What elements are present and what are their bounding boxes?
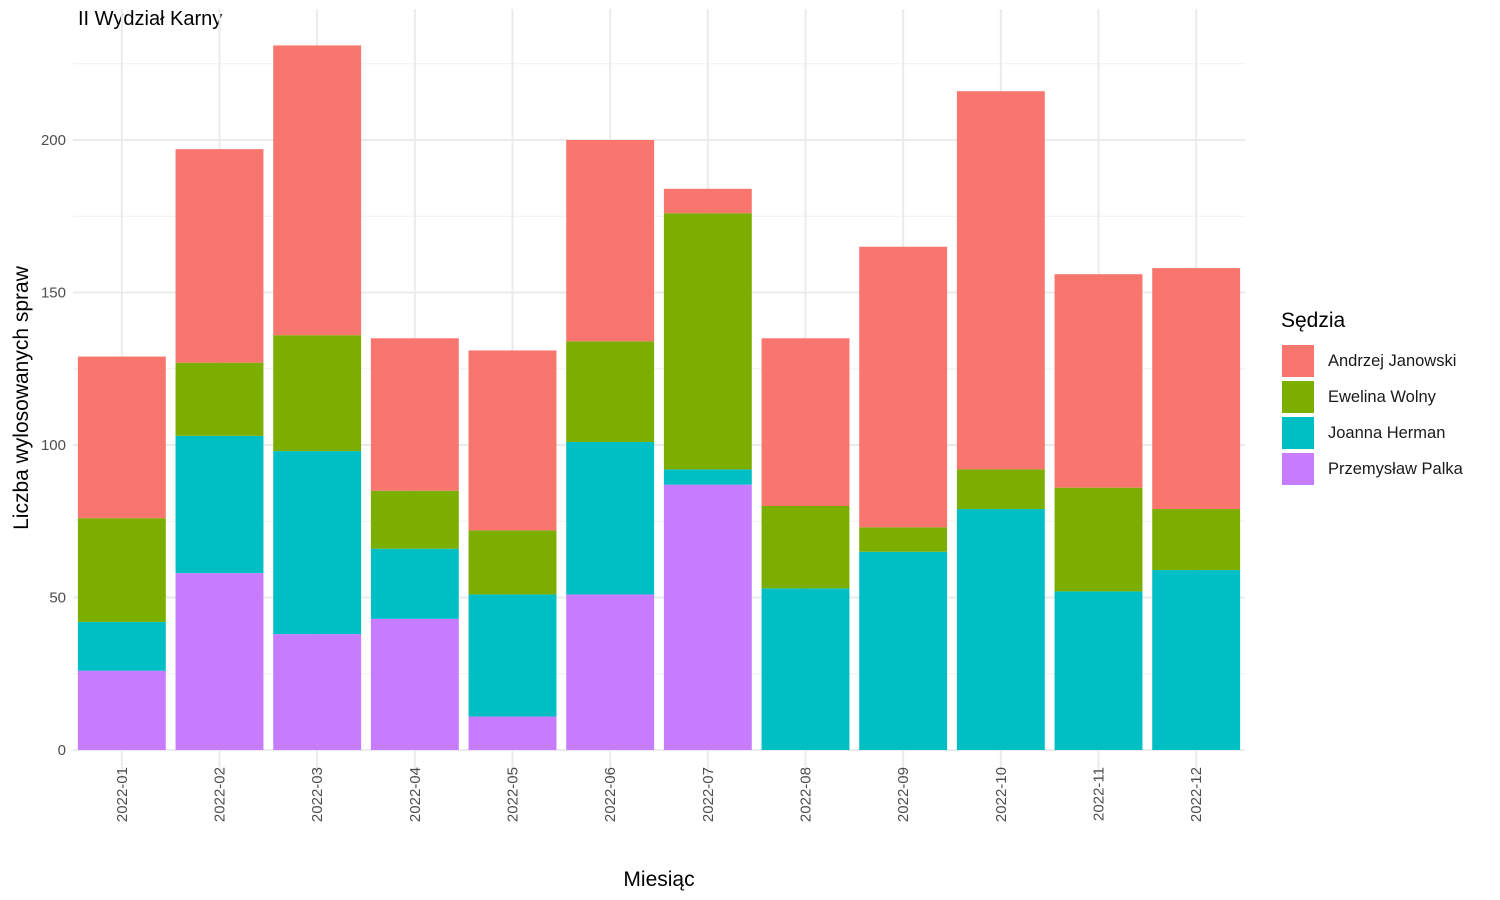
legend-label: Andrzej Janowski — [1328, 351, 1457, 370]
bar-segment — [273, 451, 362, 635]
bar-segment — [175, 362, 264, 436]
bar-segment — [663, 484, 752, 750]
bar-segment — [1054, 274, 1143, 488]
bar-segment — [956, 469, 1045, 510]
bar-segment — [77, 670, 166, 750]
x-tick-label: 2022-06 — [602, 767, 619, 822]
bar-segment — [859, 551, 948, 750]
x-tick-label: 2022-01 — [114, 767, 131, 822]
bar-segment — [956, 91, 1045, 470]
bar-segment — [175, 435, 264, 574]
y-tick-label: 50 — [49, 590, 66, 607]
legend-item: Andrzej Janowski — [1281, 343, 1463, 379]
bar-segment — [77, 621, 166, 671]
legend-item: Ewelina Wolny — [1281, 379, 1463, 415]
bar-segment — [77, 356, 166, 519]
legend-swatch — [1281, 380, 1315, 414]
bar-segment — [663, 188, 752, 214]
bar-segment — [859, 527, 948, 552]
bar-segment — [663, 213, 752, 470]
legend-label: Joanna Herman — [1328, 423, 1446, 442]
x-tick-label: 2022-11 — [1091, 767, 1108, 821]
bar-segment — [761, 506, 850, 589]
bar-segment — [370, 618, 459, 750]
bar-segment — [1152, 268, 1241, 510]
bar-segment — [468, 530, 557, 595]
legend-swatch — [1281, 452, 1315, 486]
bar-segment — [77, 518, 166, 622]
y-tick-label: 100 — [41, 437, 66, 454]
x-axis-label: Miesiąc — [623, 868, 694, 891]
legend-item: Joanna Herman — [1281, 415, 1463, 451]
bar-segment — [761, 338, 850, 506]
legend-label: Ewelina Wolny — [1328, 387, 1436, 406]
bar-segment — [175, 149, 264, 363]
x-tick-label: 2022-12 — [1188, 767, 1205, 822]
bar-segment — [370, 338, 459, 491]
bar-segment — [1054, 591, 1143, 750]
legend-swatch — [1281, 416, 1315, 450]
bar-segment — [370, 490, 459, 549]
bar-segment — [663, 469, 752, 485]
bar-segment — [370, 548, 459, 619]
bar-segment — [761, 588, 850, 750]
bar-segment — [566, 341, 655, 442]
bar-segment — [1152, 509, 1241, 571]
chart-title: II Wydział Karny — [78, 8, 223, 30]
y-tick-label: 200 — [41, 132, 66, 149]
legend: Sędzia Andrzej Janowski Ewelina Wolny Joan… — [1281, 309, 1463, 487]
x-tick-label: 2022-05 — [505, 767, 522, 822]
x-tick-label: 2022-08 — [798, 767, 815, 822]
x-tick-label: 2022-02 — [212, 767, 229, 822]
bar-segment — [566, 594, 655, 750]
bar-segment — [273, 634, 362, 750]
bar-segment — [175, 573, 264, 750]
bar-segment — [566, 140, 655, 342]
bar-segment — [956, 509, 1045, 750]
legend-label: Przemysław Palka — [1328, 459, 1463, 478]
x-tick-label: 2022-09 — [895, 767, 912, 822]
x-tick-label: 2022-10 — [993, 767, 1010, 822]
bar-segment — [273, 45, 362, 336]
bar-segment — [273, 335, 362, 452]
bar-segment — [859, 246, 948, 528]
x-tick-label: 2022-03 — [309, 767, 326, 822]
bar-segment — [566, 441, 655, 595]
y-axis-label: Liczba wylosowanych spraw — [10, 265, 33, 530]
bar-segment — [468, 716, 557, 750]
y-tick-label: 150 — [41, 285, 66, 302]
x-tick-label: 2022-07 — [700, 767, 717, 822]
legend-swatch — [1281, 344, 1315, 378]
y-tick-label: 0 — [58, 742, 66, 759]
x-tick-label: 2022-04 — [407, 767, 424, 822]
legend-title: Sędzia — [1281, 309, 1346, 332]
legend-item: Przemysław Palka — [1281, 451, 1463, 487]
bar-segment — [468, 594, 557, 717]
bar-segment — [1152, 570, 1241, 750]
bar-segment — [1054, 487, 1143, 592]
bar-segment — [468, 350, 557, 531]
